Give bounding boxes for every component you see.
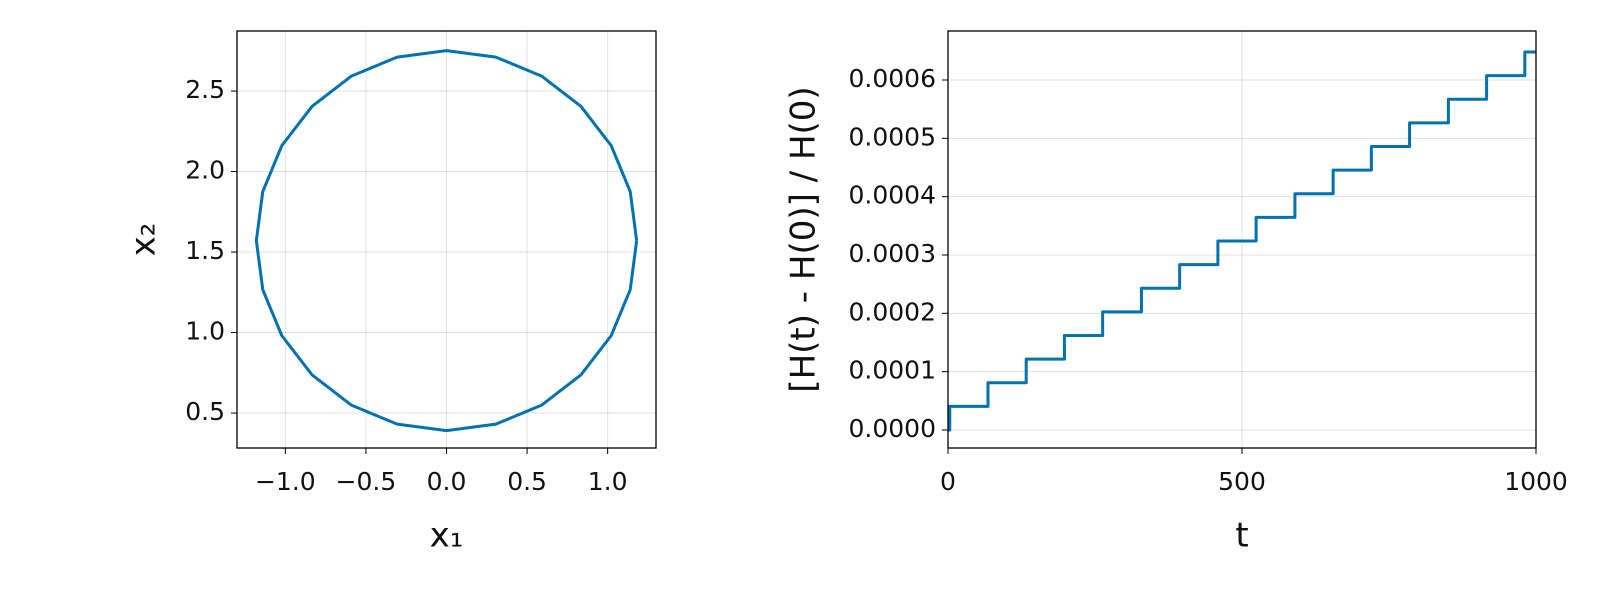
y-tick-label: 0.0004 xyxy=(849,181,936,210)
y-tick-label: 0.0006 xyxy=(849,64,936,93)
plot-frame xyxy=(947,30,1537,449)
x-tick-label: 0.5 xyxy=(507,467,547,496)
x-tick-label: −1.0 xyxy=(255,467,316,496)
y-tick-label: 1.5 xyxy=(185,236,225,265)
y-tick-label: 0.0005 xyxy=(849,122,936,151)
x-tick-label: 1.0 xyxy=(588,467,628,496)
y-tick-label: 0.0000 xyxy=(849,414,936,443)
x-axis-label: t xyxy=(1235,516,1248,556)
x-tick-label: −0.5 xyxy=(336,467,397,496)
x-tick-label: 1000 xyxy=(1504,467,1568,496)
plot-frame xyxy=(236,30,657,449)
y-tick-label: 0.0001 xyxy=(849,356,936,385)
y-tick-label: 0.0002 xyxy=(849,297,936,326)
y-axis-label: [H(t) - H(0)] / H(0) xyxy=(784,86,824,392)
x-tick-label: 500 xyxy=(1218,467,1266,496)
data-line xyxy=(254,49,639,433)
x-tick-label: 0 xyxy=(940,467,956,496)
y-tick-label: 2.5 xyxy=(185,75,225,104)
y-tick-label: 1.0 xyxy=(185,317,225,346)
x-axis-label: x₁ xyxy=(430,516,464,556)
y-tick-label: 0.0003 xyxy=(849,239,936,268)
y-tick-label: 2.0 xyxy=(185,156,225,185)
data-line xyxy=(948,50,1536,432)
x-tick-label: 0.0 xyxy=(427,467,467,496)
y-tick-label: 0.5 xyxy=(185,397,225,426)
y-axis-label: x₂ xyxy=(124,223,164,257)
